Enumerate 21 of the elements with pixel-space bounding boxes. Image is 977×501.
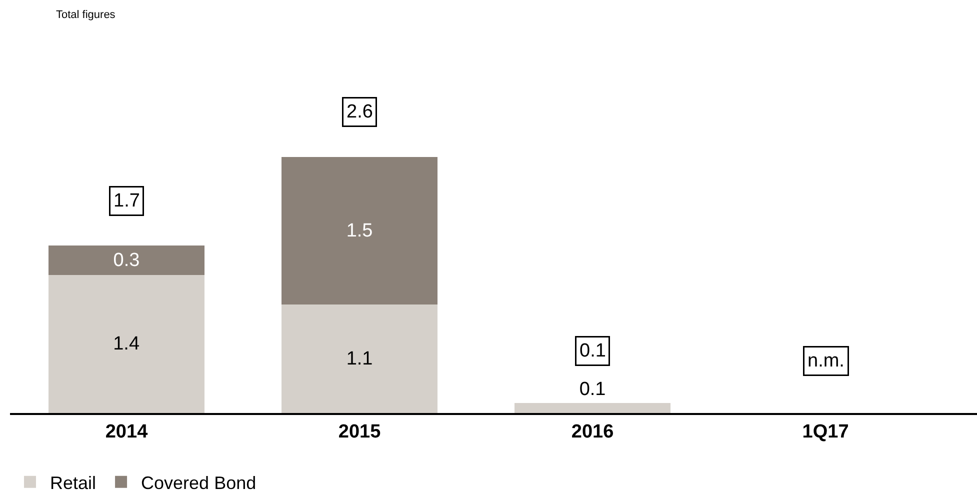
bar <box>281 304 438 413</box>
text: n.m. <box>808 350 844 372</box>
bar <box>48 246 205 276</box>
x-tick-label: 1Q17 <box>802 422 849 443</box>
total-label: 1.7 <box>114 190 140 212</box>
x-tick-label: 2016 <box>571 422 614 443</box>
data-label: 1.4 <box>113 334 140 355</box>
x-tick-label: 2014 <box>105 422 148 443</box>
x-tick-label: 2015 <box>338 422 382 443</box>
total-label: 2.6 <box>346 102 373 122</box>
total-label: 0.1 <box>579 379 606 400</box>
bar <box>48 275 205 413</box>
data-label: 1.1 <box>346 348 373 370</box>
bar <box>514 403 671 413</box>
data-label: 0.3 <box>113 250 140 271</box>
legend-label: Covered Bond <box>141 472 256 493</box>
data-label: 1.5 <box>346 220 373 242</box>
legend-label: Retail <box>50 472 96 493</box>
bar <box>281 156 438 305</box>
text: Total figures <box>56 9 116 21</box>
data-label: 0.1 <box>580 340 606 362</box>
